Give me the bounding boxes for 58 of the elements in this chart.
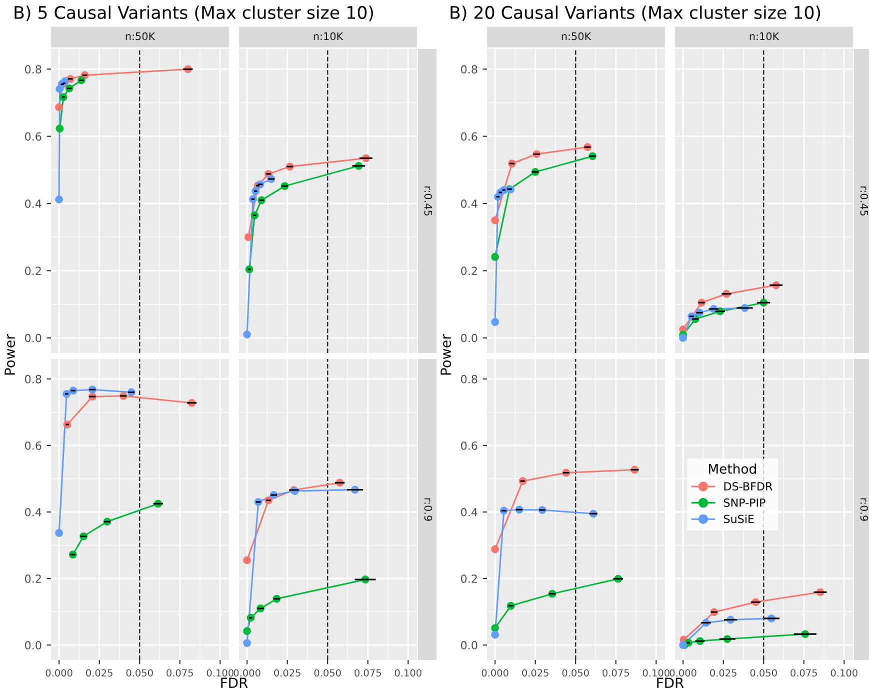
chart-title: B) 5 Causal Variants (Max cluster size 10): [14, 6, 373, 22]
chart-title: B) 20 Causal Variants (Max cluster size 10): [450, 6, 820, 22]
y-tick-label: 0.6: [25, 441, 42, 450]
chart-subtitle: n:10K: [314, 32, 344, 40]
x-tick-label: 0.025: [522, 669, 548, 677]
x-tick-label: 0.050: [750, 669, 777, 677]
x-tick-label: 0.000: [482, 669, 508, 677]
text: r:0.45: [860, 186, 868, 216]
y-tick-label: 0.4: [461, 199, 478, 208]
x-tick-label: 0.000: [46, 669, 72, 677]
y-tick-label: 0.6: [461, 441, 478, 450]
x-tick-label: 0.025: [710, 669, 736, 677]
legend-label: SuSiE: [724, 514, 754, 524]
y-tick-label: 0.8: [461, 374, 478, 384]
x-tick-label: 0.050: [314, 669, 341, 677]
y-tick-label: 0.0: [461, 334, 478, 342]
chart-subtitle: n:50K: [562, 32, 592, 40]
legend-label: SNP-PIP: [724, 498, 766, 507]
y-tick-label: 0.0: [25, 334, 42, 342]
x-tick-label: 0.100: [642, 669, 670, 677]
y-tick-label: 0.2: [461, 266, 477, 276]
x-tick-label: 0.000: [234, 669, 260, 677]
y-axis-title: Power: [4, 334, 16, 375]
x-tick-label: 0.100: [206, 669, 234, 677]
y-tick-label: 0.8: [25, 65, 42, 74]
y-tick-label: 0.2: [25, 574, 41, 583]
x-tick-label: 0.100: [394, 669, 422, 677]
x-axis-title: FDR: [657, 678, 684, 688]
x-tick-label: 0.050: [562, 669, 589, 677]
x-tick-label: 0.075: [790, 669, 817, 677]
text: r:0.45: [424, 186, 432, 216]
y-tick-label: 0.4: [25, 508, 42, 516]
x-tick-label: 0.000: [670, 669, 696, 677]
legend-label: DS-BFDR: [724, 482, 772, 491]
y-tick-label: 0.4: [461, 508, 478, 516]
chart-subtitle: n:10K: [750, 32, 780, 40]
y-axis-title: Power: [440, 334, 452, 375]
x-tick-label: 0.025: [274, 669, 300, 677]
y-tick-label: 0.8: [461, 65, 478, 74]
y-tick-label: 0.0: [25, 641, 42, 650]
x-tick-label: 0.100: [830, 669, 858, 677]
y-tick-label: 0.6: [461, 132, 478, 141]
x-tick-label: 0.025: [86, 669, 112, 677]
x-axis-title: FDR: [221, 678, 248, 688]
y-tick-label: 0.0: [461, 641, 478, 650]
chart-subtitle: n:50K: [126, 32, 156, 40]
x-tick-label: 0.075: [166, 669, 193, 677]
y-tick-label: 0.8: [25, 374, 42, 384]
y-tick-label: 0.6: [25, 132, 42, 141]
x-tick-label: 0.050: [126, 669, 153, 677]
legend-title: Method: [708, 464, 756, 474]
x-tick-label: 0.075: [602, 669, 629, 677]
text: r:0.9: [424, 498, 432, 521]
y-tick-label: 0.4: [25, 199, 42, 208]
text: r:0.9: [860, 498, 868, 521]
y-tick-label: 0.2: [25, 266, 41, 276]
x-tick-label: 0.075: [354, 669, 381, 677]
y-tick-label: 0.2: [461, 574, 477, 583]
